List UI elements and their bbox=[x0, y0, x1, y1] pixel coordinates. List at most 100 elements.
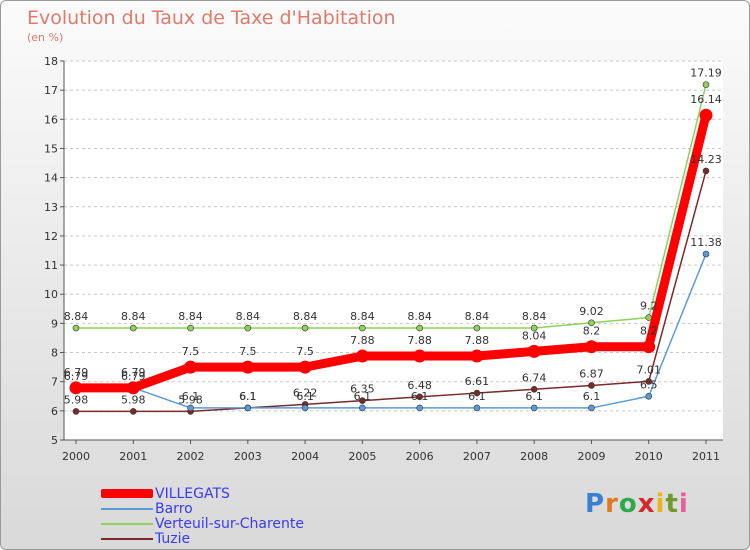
data-point-barro bbox=[244, 404, 252, 412]
data-point-villegats bbox=[699, 108, 713, 122]
data-label-tuzie: 6.1 bbox=[239, 390, 257, 403]
data-point-verteuil bbox=[588, 319, 595, 327]
data-label-barro: 6.5 bbox=[640, 378, 658, 391]
data-point-villegats bbox=[126, 381, 140, 395]
y-tick-label: 12 bbox=[44, 230, 58, 243]
y-tick-label: 9 bbox=[51, 317, 58, 330]
data-label-tuzie: 5.98 bbox=[121, 393, 146, 406]
legend-item-villegats: VILLEGATS bbox=[101, 486, 230, 502]
data-label-verteuil: 8.84 bbox=[350, 310, 375, 323]
logo-letter: P bbox=[585, 489, 606, 519]
y-tick-label: 5 bbox=[51, 434, 58, 447]
series-line-verteuil bbox=[75, 83, 707, 329]
data-label-verteuil: 9.2 bbox=[640, 300, 658, 313]
y-tick-label: 14 bbox=[44, 172, 58, 185]
data-label-tuzie: 6.22 bbox=[293, 386, 318, 399]
data-label-barro: 6.79 bbox=[121, 370, 146, 383]
legend-label-verteuil: Verteuil-sur-Charente bbox=[155, 515, 305, 532]
data-label-barro: 6.1 bbox=[468, 390, 486, 403]
data-point-villegats bbox=[642, 340, 656, 354]
data-label-barro: 6.1 bbox=[296, 390, 314, 403]
data-label-verteuil: 8.84 bbox=[293, 310, 318, 323]
y-tick-label: 18 bbox=[44, 55, 58, 68]
data-label-villegats: 7.5 bbox=[182, 345, 200, 358]
data-point-barro bbox=[301, 404, 309, 412]
x-tick-label: 2002 bbox=[177, 450, 205, 463]
data-label-barro: 11.38 bbox=[690, 236, 722, 249]
logo-letter: t bbox=[665, 489, 679, 519]
logo-letter: x bbox=[637, 489, 656, 519]
chart-title: Evolution du Taux de Taxe d'Habitation bbox=[27, 7, 396, 29]
data-label-verteuil: 8.84 bbox=[178, 310, 203, 323]
legend-item-tuzie: Tuzie bbox=[101, 530, 191, 547]
data-label-barro: 6.1 bbox=[354, 390, 372, 403]
data-label-tuzie: 5.98 bbox=[178, 393, 203, 406]
data-point-verteuil bbox=[187, 324, 194, 332]
y-tick-label: 10 bbox=[44, 288, 58, 301]
x-tick-label: 2009 bbox=[577, 450, 605, 463]
data-label-barro: 6.1 bbox=[525, 390, 543, 403]
y-tick-label: 8 bbox=[51, 347, 58, 360]
data-label-barro: 6.79 bbox=[64, 370, 89, 383]
data-point-barro bbox=[473, 404, 481, 412]
data-point-villegats bbox=[241, 360, 255, 374]
data-label-verteuil: 8.84 bbox=[407, 310, 432, 323]
data-label-barro: 6.1 bbox=[583, 390, 601, 403]
series-line-villegats bbox=[71, 110, 711, 393]
data-label-verteuil: 8.84 bbox=[465, 310, 490, 323]
data-label-barro: 6.1 bbox=[239, 390, 257, 403]
y-tick-label: 15 bbox=[44, 142, 58, 155]
data-label-tuzie: 6.35 bbox=[350, 383, 375, 396]
y-tick-label: 16 bbox=[44, 113, 58, 126]
data-point-barro bbox=[645, 392, 653, 400]
data-point-villegats bbox=[355, 349, 369, 363]
series-line-tuzie bbox=[75, 170, 707, 413]
x-tick-label: 2006 bbox=[406, 450, 434, 463]
logo-letter: r bbox=[605, 489, 619, 519]
data-point-barro bbox=[588, 404, 595, 412]
data-point-villegats bbox=[184, 360, 198, 374]
x-tick-label: 2011 bbox=[692, 450, 720, 463]
data-label-tuzie: 6.61 bbox=[465, 375, 490, 388]
data-point-verteuil bbox=[244, 324, 252, 332]
data-label-verteuil: 17.19 bbox=[690, 67, 722, 80]
logo-letter: o bbox=[618, 489, 638, 519]
data-label-tuzie: 14.23 bbox=[690, 153, 722, 166]
data-point-barro bbox=[187, 404, 194, 412]
data-label-villegats: 7.88 bbox=[465, 334, 490, 347]
x-tick-label: 2008 bbox=[520, 450, 548, 463]
y-tick-label: 17 bbox=[44, 84, 58, 97]
data-label-villegats: 8.04 bbox=[522, 329, 547, 342]
legend-label-barro: Barro bbox=[155, 500, 193, 517]
data-label-villegats: 8.2 bbox=[583, 325, 601, 338]
data-label-villegats: 16.14 bbox=[690, 93, 722, 106]
data-point-verteuil bbox=[129, 324, 137, 332]
data-point-tuzie bbox=[473, 389, 481, 397]
data-label-villegats: 6.79 bbox=[121, 366, 146, 379]
data-label-verteuil: 9.02 bbox=[579, 305, 604, 318]
data-point-barro bbox=[416, 404, 423, 412]
data-point-verteuil bbox=[72, 324, 80, 332]
data-point-verteuil bbox=[359, 324, 366, 332]
legend-swatch-tuzie bbox=[101, 537, 153, 540]
data-point-villegats bbox=[298, 360, 312, 374]
data-point-tuzie bbox=[645, 378, 653, 385]
series-line-barro bbox=[75, 253, 707, 409]
data-label-villegats: 8.2 bbox=[640, 325, 658, 338]
data-point-barro bbox=[530, 404, 538, 412]
legend-swatch-verteuil bbox=[101, 522, 153, 525]
data-label-tuzie: 6.74 bbox=[522, 371, 547, 384]
legend-item-verteuil: Verteuil-sur-Charente bbox=[101, 515, 305, 532]
legend-label-tuzie: Tuzie bbox=[155, 530, 191, 547]
data-point-villegats bbox=[527, 344, 541, 358]
legend-swatch-barro bbox=[101, 507, 153, 510]
data-point-tuzie bbox=[416, 393, 423, 401]
data-point-barro bbox=[702, 250, 710, 258]
x-tick-label: 2001 bbox=[119, 450, 147, 463]
data-point-villegats bbox=[69, 381, 83, 395]
data-label-villegats: 7.5 bbox=[239, 345, 257, 358]
data-point-tuzie bbox=[530, 385, 538, 393]
x-tick-label: 2007 bbox=[463, 450, 491, 463]
